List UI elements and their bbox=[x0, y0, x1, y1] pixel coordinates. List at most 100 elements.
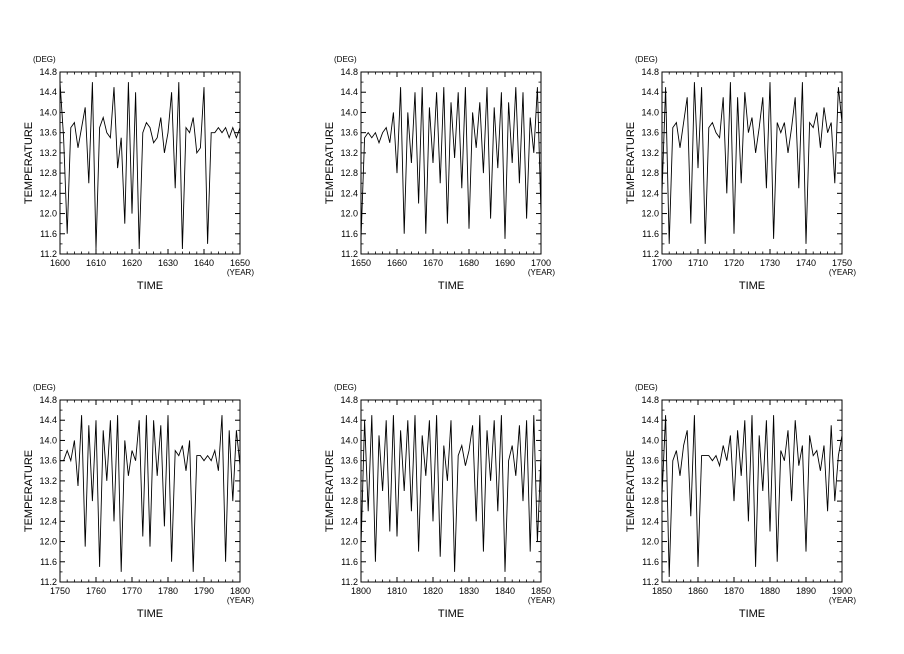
y-tick-label: 13.2 bbox=[39, 476, 57, 486]
y-tick-label: 11.2 bbox=[341, 249, 358, 259]
y-tick-label: 13.2 bbox=[641, 148, 659, 158]
x-axis-label: TIME bbox=[137, 280, 163, 292]
y-axis-label: TEMPERATURE bbox=[625, 122, 637, 204]
x-tick-label: 1820 bbox=[423, 586, 443, 596]
x-tick-label: 1770 bbox=[122, 586, 142, 596]
y-tick-label: 12.4 bbox=[340, 188, 358, 198]
y-tick-label: 13.6 bbox=[39, 456, 57, 466]
y-axis-label: TEMPERATURE bbox=[23, 122, 35, 204]
y-tick-label: 12.8 bbox=[340, 168, 358, 178]
y-tick-label: 11.6 bbox=[40, 229, 57, 239]
panel-4: 1750 1760 1770 1780 1790 1800 11.2 11.6 12.0 12.4… bbox=[23, 383, 254, 620]
y-tick-label: 14.8 bbox=[641, 395, 659, 405]
y-tick-label: 12.8 bbox=[39, 168, 57, 178]
x-tick-label: 1640 bbox=[194, 258, 214, 268]
x-unit-label: (YEAR) bbox=[528, 596, 555, 605]
series-line bbox=[360, 415, 542, 572]
x-tick-label: 1790 bbox=[194, 586, 214, 596]
y-tick-label: 12.8 bbox=[641, 496, 659, 506]
x-tick-label: 1780 bbox=[158, 586, 178, 596]
y-tick-label: 12.0 bbox=[641, 537, 659, 547]
x-tick-label: 1710 bbox=[688, 258, 708, 268]
y-tick-label: 12.0 bbox=[340, 209, 358, 219]
y-tick-label: 12.4 bbox=[340, 516, 358, 526]
y-tick-label: 13.2 bbox=[340, 476, 358, 486]
y-tick-label: 14.0 bbox=[641, 107, 659, 117]
y-tick-label: 14.0 bbox=[641, 435, 659, 445]
x-tick-label: 1900 bbox=[832, 586, 852, 596]
x-tick-label: 1860 bbox=[688, 586, 708, 596]
x-tick-label: 1800 bbox=[230, 586, 250, 596]
x-tick-label: 1610 bbox=[86, 258, 106, 268]
x-tick-label: 1720 bbox=[724, 258, 744, 268]
y-unit-label: (DEG) bbox=[33, 55, 56, 64]
y-tick-label: 12.0 bbox=[340, 537, 358, 547]
panel-2: 1650 1660 1670 1680 1690 1700 11.2 11.6 12.0 12.4… bbox=[324, 55, 555, 292]
y-tick-label: 12.0 bbox=[641, 209, 659, 219]
series-line bbox=[360, 87, 542, 239]
y-unit-label: (DEG) bbox=[635, 55, 658, 64]
x-axis-label: TIME bbox=[438, 280, 464, 292]
x-tick-label: 1750 bbox=[50, 586, 70, 596]
y-unit-label: (DEG) bbox=[334, 55, 357, 64]
y-tick-label: 12.0 bbox=[39, 537, 57, 547]
y-tick-label: 14.0 bbox=[39, 435, 57, 445]
plot-frame bbox=[360, 71, 542, 255]
x-tick-label: 1760 bbox=[86, 586, 106, 596]
x-tick-label: 1650 bbox=[230, 258, 250, 268]
y-tick-label: 11.2 bbox=[40, 249, 57, 259]
y-axis-label: TEMPERATURE bbox=[324, 122, 336, 204]
x-tick-label: 1730 bbox=[760, 258, 780, 268]
y-tick-label: 12.4 bbox=[39, 188, 57, 198]
x-tick-label: 1630 bbox=[158, 258, 178, 268]
x-tick-label: 1840 bbox=[495, 586, 515, 596]
y-tick-label: 11.2 bbox=[642, 577, 659, 587]
y-unit-label: (DEG) bbox=[334, 383, 357, 392]
y-tick-label: 14.0 bbox=[39, 107, 57, 117]
y-tick-label: 11.6 bbox=[341, 229, 358, 239]
x-tick-label: 1750 bbox=[832, 258, 852, 268]
y-tick-label: 13.2 bbox=[340, 148, 358, 158]
x-tick-label: 1830 bbox=[459, 586, 479, 596]
x-unit-label: (YEAR) bbox=[829, 596, 856, 605]
y-tick-label: 11.6 bbox=[341, 557, 358, 567]
y-tick-label: 13.6 bbox=[340, 456, 358, 466]
y-axis-label: TEMPERATURE bbox=[625, 450, 637, 532]
y-tick-label: 14.0 bbox=[340, 435, 358, 445]
x-tick-label: 1670 bbox=[423, 258, 443, 268]
y-tick-label: 13.2 bbox=[641, 476, 659, 486]
x-unit-label: (YEAR) bbox=[227, 596, 254, 605]
x-unit-label: (YEAR) bbox=[227, 268, 254, 277]
y-unit-label: (DEG) bbox=[33, 383, 56, 392]
x-tick-label: 1810 bbox=[387, 586, 407, 596]
y-axis-label: TEMPERATURE bbox=[324, 450, 336, 532]
y-tick-label: 13.6 bbox=[641, 128, 659, 138]
y-tick-label: 14.8 bbox=[340, 67, 358, 77]
y-tick-label: 14.4 bbox=[39, 415, 57, 425]
x-tick-label: 1600 bbox=[50, 258, 70, 268]
y-tick-label: 12.8 bbox=[641, 168, 659, 178]
y-tick-label: 14.8 bbox=[340, 395, 358, 405]
y-unit-label: (DEG) bbox=[635, 383, 658, 392]
y-tick-label: 12.4 bbox=[39, 516, 57, 526]
y-tick-label: 11.6 bbox=[642, 557, 659, 567]
x-axis-label: TIME bbox=[438, 608, 464, 620]
x-tick-label: 1850 bbox=[652, 586, 672, 596]
y-tick-label: 11.6 bbox=[40, 557, 57, 567]
series-line bbox=[59, 82, 241, 249]
panel-6: 1850 1860 1870 1880 1890 1900 11.2 11.6 12.0 12.4… bbox=[625, 383, 856, 620]
x-axis-label: TIME bbox=[137, 608, 163, 620]
x-tick-label: 1680 bbox=[459, 258, 479, 268]
x-unit-label: (YEAR) bbox=[528, 268, 555, 277]
series-line bbox=[60, 415, 241, 572]
x-tick-label: 1620 bbox=[122, 258, 142, 268]
y-tick-label: 14.0 bbox=[340, 107, 358, 117]
x-unit-label: (YEAR) bbox=[829, 268, 856, 277]
x-tick-label: 1800 bbox=[351, 586, 371, 596]
y-tick-label: 12.8 bbox=[340, 496, 358, 506]
plot-frame bbox=[59, 71, 241, 255]
y-tick-label: 14.8 bbox=[641, 67, 659, 77]
x-tick-label: 1650 bbox=[351, 258, 371, 268]
x-tick-label: 1700 bbox=[531, 258, 551, 268]
x-tick-label: 1690 bbox=[495, 258, 515, 268]
